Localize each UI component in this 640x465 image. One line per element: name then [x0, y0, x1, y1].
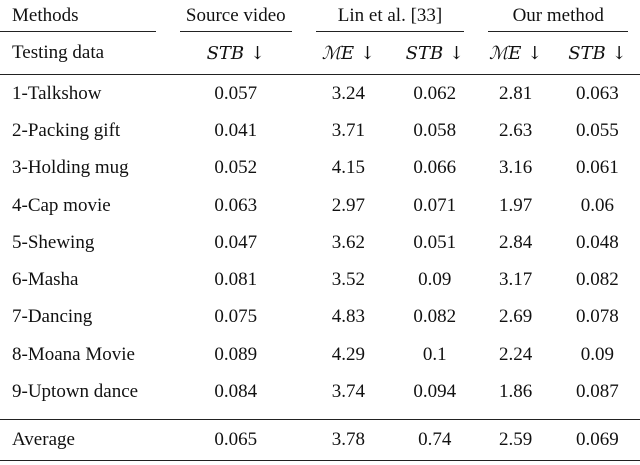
cell-lin-stb: 0.062 [413, 82, 457, 104]
row-name: 6-Masha [12, 269, 79, 291]
cell-src-stb: 0.047 [214, 231, 258, 253]
cell-src-stb: 0.089 [214, 343, 258, 365]
spacer-cell [0, 411, 640, 420]
average-src-stb: 0.065 [167, 418, 304, 461]
cell-our-me: 2.81 [498, 82, 533, 104]
cell-our-stb: 0.06 [580, 194, 614, 216]
table-row: 8-Moana Movie 0.089 4.29 0.1 2.24 0.09 [0, 336, 640, 373]
cell-our-me: 2.69 [498, 306, 533, 328]
cell-lin-me: 3.24 [331, 82, 365, 104]
cell-lin-stb: 0.1 [422, 343, 447, 365]
cell-our-stb: 0.09 [580, 343, 614, 365]
cell-lin-stb: 0.051 [413, 231, 457, 253]
cell-lin-me: 4.15 [331, 157, 365, 179]
cell-src-stb: 0.041 [214, 119, 258, 141]
table-row: 1-Talkshow 0.057 3.24 0.062 2.81 0.063 [0, 75, 640, 113]
cell-src-stb: 0.075 [214, 306, 258, 328]
cell-our-me: 3.16 [498, 157, 533, 179]
sub-header-row: Testing data STB ↓ ℳE ↓ STB ↓ ℳE ↓ STB ↓ [0, 32, 640, 75]
table-row: 7-Dancing 0.075 4.83 0.082 2.69 0.078 [0, 299, 640, 336]
cell-lin-stb: 0.082 [413, 306, 457, 328]
cell-lin-stb: 0.071 [413, 194, 457, 216]
cell-src-stb: 0.057 [214, 82, 258, 104]
table-row: 4-Cap movie 0.063 2.97 0.071 1.97 0.06 [0, 187, 640, 224]
row-name: 1-Talkshow [12, 82, 102, 104]
table-row: 9-Uptown dance 0.084 3.74 0.094 1.86 0.0… [0, 373, 640, 410]
cell-our-stb: 0.078 [576, 306, 619, 328]
cell-lin-stb: 0.094 [413, 381, 457, 403]
cell-lin-me: 3.74 [331, 381, 365, 403]
cell-src-stb: 0.081 [214, 269, 258, 291]
average-our-stb: 0.069 [554, 418, 640, 461]
spacer-row [0, 411, 640, 420]
header-testing-data: Testing data [0, 32, 168, 75]
cell-lin-me: 3.52 [331, 269, 365, 291]
table-row: 6-Masha 0.081 3.52 0.09 3.17 0.082 [0, 261, 640, 298]
cell-src-stb: 0.063 [214, 194, 258, 216]
row-name: 7-Dancing [12, 306, 93, 328]
cell-our-me: 1.97 [498, 194, 533, 216]
header-our-me: ℳE ↓ [476, 32, 555, 75]
cell-our-me: 2.24 [498, 343, 533, 365]
cell-src-stb: 0.084 [214, 381, 258, 403]
cell-lin-me: 3.62 [331, 231, 365, 253]
row-name: 8-Moana Movie [12, 343, 135, 365]
header-lin-stb: STB ↓ [393, 32, 477, 75]
cell-our-stb: 0.055 [576, 119, 619, 141]
row-name: 9-Uptown dance [12, 381, 139, 403]
header-source-video: Source video [168, 0, 304, 32]
header-lin: Lin et al. [33] [304, 0, 477, 32]
header-src-stb: STB ↓ [167, 32, 304, 75]
cell-lin-me: 3.71 [331, 119, 365, 141]
row-name: 2-Packing gift [12, 119, 121, 141]
cell-our-me: 2.63 [498, 119, 533, 141]
cell-our-stb: 0.087 [576, 381, 619, 403]
average-our-me: 2.59 [476, 418, 555, 461]
cell-lin-me: 4.83 [331, 306, 365, 328]
header-our-stb: STB ↓ [554, 32, 640, 75]
cell-our-stb: 0.048 [576, 231, 619, 253]
cell-our-me: 2.84 [498, 231, 533, 253]
average-lin-stb: 0.74 [393, 418, 477, 461]
cell-lin-stb: 0.09 [418, 269, 452, 291]
table-row: 3-Holding mug 0.052 4.15 0.066 3.16 0.06… [0, 150, 640, 187]
cell-lin-me: 2.97 [331, 194, 365, 216]
cell-our-stb: 0.082 [576, 269, 619, 291]
cell-our-me: 1.86 [498, 381, 533, 403]
header-lin-me: ℳE ↓ [303, 32, 394, 75]
header-methods: Methods [0, 0, 168, 32]
average-label: Average [0, 418, 168, 461]
cell-lin-me: 4.29 [331, 343, 365, 365]
group-header-row: Methods Source video Lin et al. [33] Our… [0, 0, 640, 32]
average-row: Average 0.065 3.78 0.74 2.59 0.069 [0, 418, 640, 461]
cell-our-me: 3.17 [498, 269, 533, 291]
header-our-method: Our method [476, 0, 640, 32]
cell-our-stb: 0.063 [576, 82, 619, 104]
row-name: 4-Cap movie [12, 194, 111, 216]
cell-lin-stb: 0.058 [413, 119, 457, 141]
row-name: 5-Shewing [12, 231, 95, 253]
row-name: 3-Holding mug [12, 157, 129, 179]
cell-lin-stb: 0.066 [413, 157, 457, 179]
average-lin-me: 3.78 [303, 418, 394, 461]
cell-our-stb: 0.061 [576, 157, 619, 179]
table-row: 2-Packing gift 0.041 3.71 0.058 2.63 0.0… [0, 112, 640, 149]
cell-src-stb: 0.052 [214, 157, 258, 179]
table-row: 5-Shewing 0.047 3.62 0.051 2.84 0.048 [0, 224, 640, 261]
